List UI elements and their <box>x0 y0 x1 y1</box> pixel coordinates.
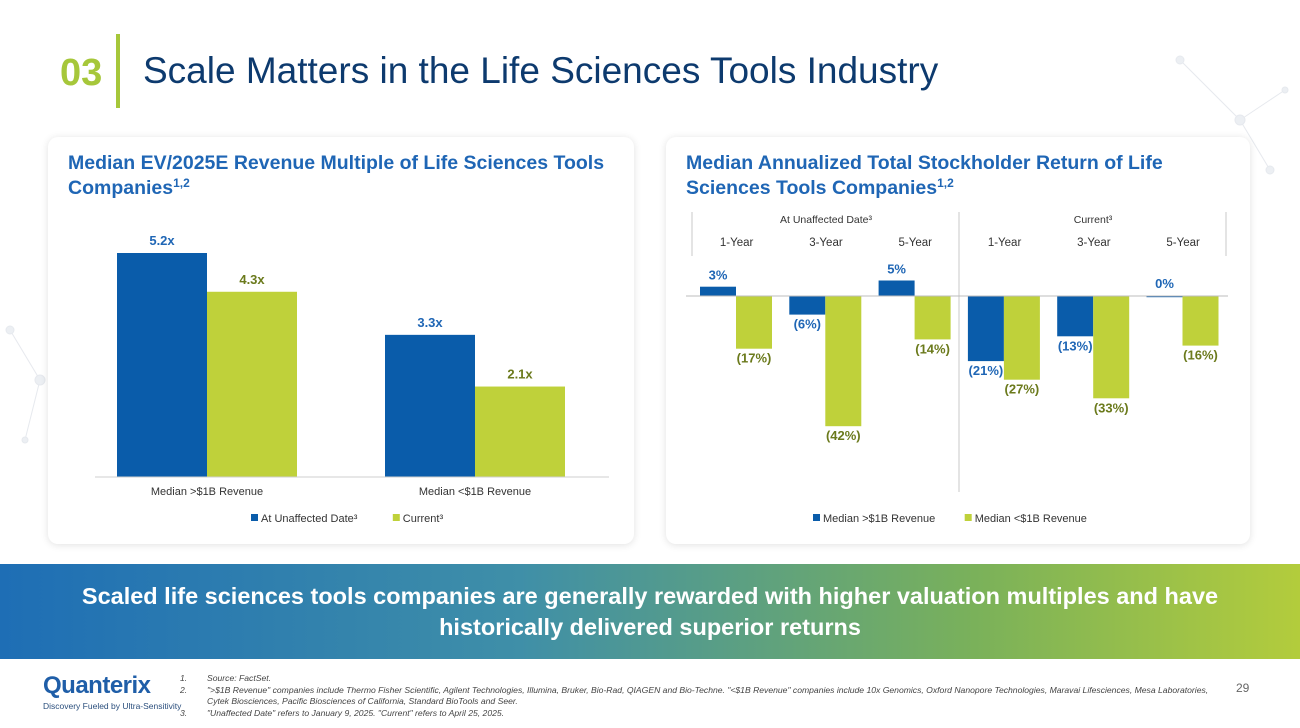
data-label: (17%) <box>737 351 772 366</box>
data-label: 3.3x <box>417 315 443 330</box>
chart-title-text: Median EV/2025E Revenue Multiple of Life… <box>68 152 605 199</box>
footnote-number: 2. <box>180 684 188 695</box>
key-takeaway-banner: Scaled life sciences tools companies are… <box>0 564 1300 659</box>
section-number: 03 <box>60 52 103 94</box>
data-label: (42%) <box>826 428 861 443</box>
category-label: 5-Year <box>899 237 933 249</box>
chart-title-text: Median Annualized Total Stockholder Retu… <box>686 152 1163 199</box>
footnote-text: ">$1B Revenue" companies include Thermo … <box>207 684 1209 707</box>
category-label: Median >$1B Revenue <box>151 486 263 498</box>
group-header: Current³ <box>1074 214 1113 226</box>
legend-swatch <box>392 514 400 521</box>
bar <box>207 291 297 477</box>
tsr-bar-chart: At Unaffected Date³ Current³ 1-Year 3% (17%)… <box>686 212 1228 525</box>
bar <box>475 386 565 477</box>
data-label: (16%) <box>1183 348 1218 363</box>
legend-label: Median >$1B Revenue <box>823 513 935 525</box>
category-label: 1-Year <box>720 237 754 249</box>
group-header: At Unaffected Date³ <box>780 214 873 226</box>
footnote-text: Source: FactSet. <box>207 673 272 683</box>
bar <box>914 296 951 340</box>
data-label: (6%) <box>794 317 821 332</box>
bar <box>878 280 915 296</box>
legend-label: At Unaffected Date³ <box>261 513 358 525</box>
logo-name: Quanterix <box>43 672 151 699</box>
bar <box>700 286 736 296</box>
legend-label: Current³ <box>403 513 444 525</box>
data-label: 4.3x <box>239 272 265 287</box>
chart-title-superscript: 1,2 <box>937 176 954 190</box>
data-label: (33%) <box>1094 400 1129 415</box>
bar <box>1182 296 1219 346</box>
company-logo: Quanterix Discovery Fueled by Ultra-Sens… <box>43 672 181 711</box>
category-label: 5-Year <box>1166 237 1200 249</box>
footnote: 2. ">$1B Revenue" companies include Therm… <box>180 685 1220 708</box>
page-number: 29 <box>1236 681 1250 695</box>
tsr-chart-card: Median Annualized Total Stockholder Retu… <box>666 137 1250 544</box>
category-label: 3-Year <box>1077 237 1111 249</box>
data-label: (21%) <box>969 363 1004 378</box>
footnote-text: "Unaffected Date" refers to January 9, 2… <box>207 707 505 718</box>
legend-swatch <box>813 514 820 521</box>
chart-title: Median Annualized Total Stockholder Retu… <box>686 151 1231 201</box>
legend-swatch <box>964 514 972 521</box>
ev-revenue-bar-chart: 5.2x 4.3x Median >$1B Revenue 3.3x 2.1x Media… <box>95 233 609 525</box>
footnote-number: 1. <box>180 673 188 683</box>
category-label: 3-Year <box>809 237 843 249</box>
banner-text: Scaled life sciences tools companies are… <box>81 582 1219 640</box>
ev-revenue-chart-card: Median EV/2025E Revenue Multiple of Life… <box>48 137 634 544</box>
footnote: 1. Source: FactSet. <box>180 673 1220 685</box>
logo-tagline: Discovery Fueled by Ultra-Sensitivity <box>43 701 182 711</box>
data-label: (14%) <box>915 341 950 356</box>
data-label: 5% <box>887 262 906 277</box>
footnote-number: 3. <box>180 707 188 718</box>
data-label: 0% <box>1155 276 1174 291</box>
category-label: Median <$1B Revenue <box>419 486 531 498</box>
data-label: 3% <box>709 268 728 283</box>
title-divider <box>116 34 120 108</box>
bar <box>967 296 1004 362</box>
chart-title-superscript: 1,2 <box>173 176 190 190</box>
footnotes: 1. Source: FactSet. 2. ">$1B Revenue" comp… <box>180 673 1220 719</box>
data-label: (13%) <box>1058 338 1093 353</box>
legend-swatch <box>251 514 258 521</box>
bar <box>1146 296 1183 298</box>
bar <box>825 296 862 427</box>
data-label: (27%) <box>1005 382 1040 397</box>
data-label: 5.2x <box>149 233 175 248</box>
bar <box>1057 296 1094 337</box>
footnote: 3. "Unaffected Date" refers to January 9,… <box>180 708 1220 720</box>
bar <box>1003 296 1040 380</box>
page-title: Scale Matters in the Life Sciences Tools… <box>143 50 939 91</box>
bar <box>1093 296 1130 399</box>
bar <box>117 253 207 477</box>
legend-label: Median <$1B Revenue <box>975 513 1087 525</box>
bar <box>736 296 772 349</box>
bar <box>385 334 475 477</box>
chart-title: Median EV/2025E Revenue Multiple of Life… <box>68 151 613 201</box>
bar <box>789 296 826 315</box>
category-label: 1-Year <box>988 237 1022 249</box>
data-label: 2.1x <box>507 367 533 382</box>
